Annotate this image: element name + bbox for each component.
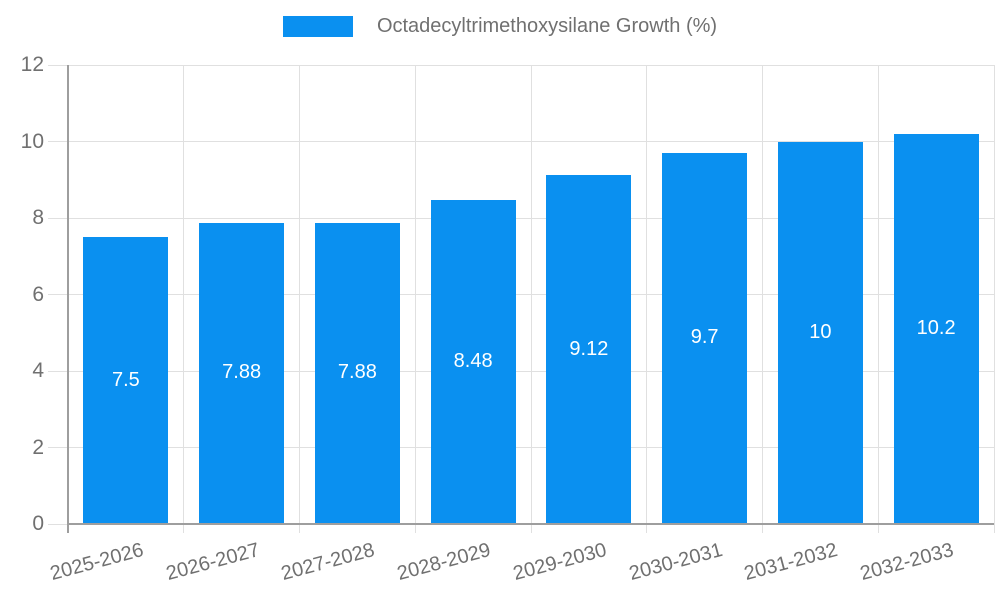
bar (314, 222, 400, 523)
gridline-vertical (530, 65, 532, 533)
bar-value-label: 7.5 (111, 368, 140, 391)
bar (430, 199, 516, 523)
y-tick-label: 0 (32, 512, 44, 535)
gridline-horizontal (48, 294, 994, 295)
legend-label: Octadecyltrimethoxysilane Growth (%) (376, 15, 718, 37)
bar-value-label: 8.48 (453, 349, 493, 372)
x-axis-line (68, 523, 994, 525)
y-tick-label: 8 (32, 206, 44, 229)
bar-value-label: 7.88 (337, 361, 377, 384)
gridline-horizontal (48, 141, 994, 142)
bar (893, 133, 979, 523)
bar-value-label: 9.7 (690, 326, 719, 349)
gridline-vertical (299, 65, 300, 533)
gridline-vertical (414, 65, 416, 533)
y-tick-label: 12 (20, 53, 44, 76)
gridline-vertical (877, 65, 879, 533)
gridline-horizontal (48, 64, 994, 66)
gridline-vertical (183, 65, 185, 533)
bar-value-label: 7.88 (222, 361, 262, 384)
bar-value-label: 10 (809, 320, 832, 343)
gridline-horizontal (48, 370, 994, 372)
gridline-horizontal (48, 217, 994, 219)
bar (777, 141, 863, 523)
gridline-vertical (646, 65, 648, 533)
bar (83, 237, 169, 523)
bar (199, 222, 285, 523)
bar-value-label: 9.12 (569, 337, 609, 360)
y-axis-line (67, 65, 69, 533)
gridline-horizontal (48, 447, 994, 448)
legend[interactable]: Octadecyltrimethoxysilane Growth (%) (0, 16, 1000, 37)
y-tick-label: 2 (32, 435, 44, 459)
y-tick-label: 10 (20, 129, 44, 153)
bar-value-label: 10.2 (916, 316, 956, 339)
y-tick-label: 6 (32, 282, 44, 306)
gridline-vertical (762, 65, 763, 533)
gridline-vertical (993, 65, 995, 533)
y-tick-label: 4 (32, 359, 44, 382)
bar (662, 152, 748, 523)
bar (546, 175, 632, 523)
legend-swatch (282, 16, 353, 37)
